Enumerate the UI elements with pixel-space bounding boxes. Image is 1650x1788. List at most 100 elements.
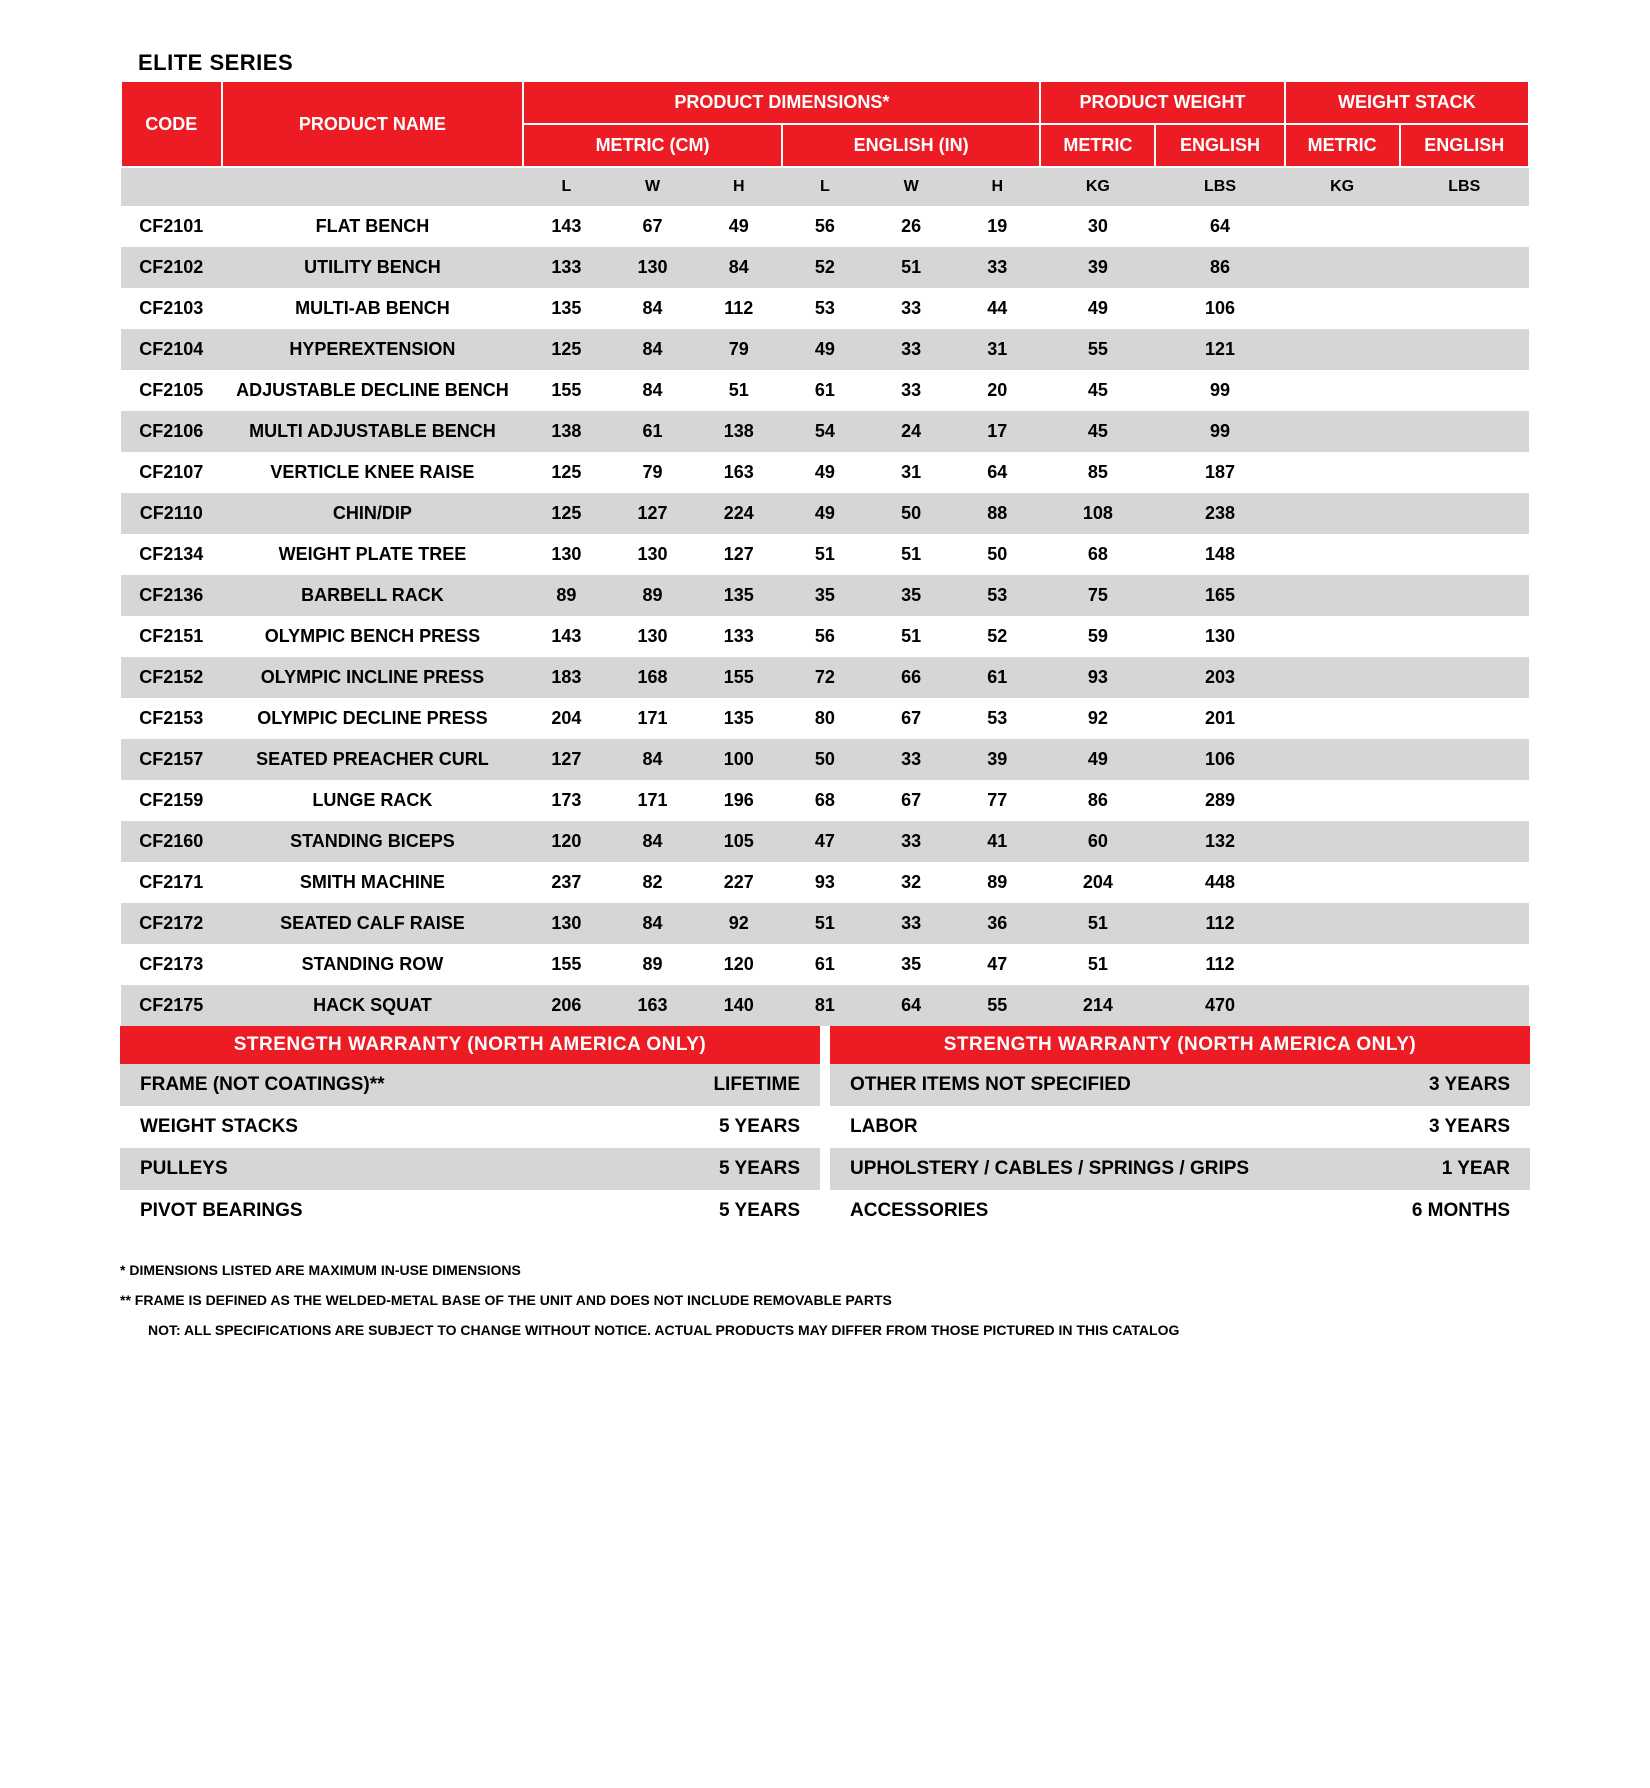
value-cell	[1285, 903, 1400, 944]
value-cell	[1285, 411, 1400, 452]
warranty-row: FRAME (NOT COATINGS)**LIFETIME	[120, 1064, 820, 1106]
value-cell	[1400, 288, 1529, 329]
value-cell	[1285, 944, 1400, 985]
header-weight: PRODUCT WEIGHT	[1040, 81, 1284, 124]
sub-lbs2: LBS	[1400, 167, 1529, 206]
name-cell: OLYMPIC INCLINE PRESS	[222, 657, 524, 698]
value-cell: 49	[1040, 288, 1155, 329]
header-stack-metric: METRIC	[1285, 124, 1400, 167]
value-cell: 163	[609, 985, 695, 1026]
value-cell: 121	[1155, 329, 1284, 370]
code-cell: CF2105	[121, 370, 222, 411]
series-title: ELITE SERIES	[138, 50, 1530, 76]
sub-h2: H	[954, 167, 1040, 206]
value-cell: 84	[609, 329, 695, 370]
table-row: CF2103MULTI-AB BENCH1358411253334449106	[121, 288, 1529, 329]
header-code: CODE	[121, 81, 222, 167]
header-dimensions: PRODUCT DIMENSIONS*	[523, 81, 1040, 124]
code-cell: CF2104	[121, 329, 222, 370]
value-cell	[1400, 985, 1529, 1026]
value-cell: 51	[696, 370, 782, 411]
sub-l2: L	[782, 167, 868, 206]
value-cell: 84	[609, 288, 695, 329]
value-cell: 33	[868, 903, 954, 944]
value-cell: 32	[868, 862, 954, 903]
warranty-left: STRENGTH WARRANTY (NORTH AMERICA ONLY) F…	[120, 1026, 820, 1232]
sub-h: H	[696, 167, 782, 206]
value-cell: 50	[868, 493, 954, 534]
table-row: CF2159LUNGE RACK17317119668677786289	[121, 780, 1529, 821]
value-cell: 85	[1040, 452, 1155, 493]
value-cell: 135	[523, 288, 609, 329]
warranty-value: 3 YEARS	[1429, 1116, 1510, 1138]
value-cell: 53	[954, 575, 1040, 616]
code-cell: CF2171	[121, 862, 222, 903]
value-cell: 26	[868, 206, 954, 247]
value-cell: 20	[954, 370, 1040, 411]
header-metric-kg: METRIC	[1040, 124, 1155, 167]
value-cell: 67	[868, 780, 954, 821]
value-cell	[1400, 944, 1529, 985]
value-cell: 59	[1040, 616, 1155, 657]
value-cell: 50	[954, 534, 1040, 575]
header-stack: WEIGHT STACK	[1285, 81, 1529, 124]
table-row: CF2151OLYMPIC BENCH PRESS143130133565152…	[121, 616, 1529, 657]
table-row: CF2134WEIGHT PLATE TREE13013012751515068…	[121, 534, 1529, 575]
value-cell: 165	[1155, 575, 1284, 616]
value-cell: 196	[696, 780, 782, 821]
value-cell: 55	[954, 985, 1040, 1026]
sub-blank	[121, 167, 222, 206]
value-cell: 79	[609, 452, 695, 493]
warranty-label: UPHOLSTERY / CABLES / SPRINGS / GRIPS	[850, 1158, 1249, 1180]
value-cell: 125	[523, 493, 609, 534]
name-cell: MULTI-AB BENCH	[222, 288, 524, 329]
value-cell: 155	[523, 944, 609, 985]
value-cell: 84	[609, 739, 695, 780]
value-cell: 89	[523, 575, 609, 616]
code-cell: CF2153	[121, 698, 222, 739]
sub-blank	[222, 167, 524, 206]
warranty-header-left: STRENGTH WARRANTY (NORTH AMERICA ONLY)	[120, 1026, 820, 1064]
value-cell	[1400, 739, 1529, 780]
table-row: CF2157SEATED PREACHER CURL12784100503339…	[121, 739, 1529, 780]
table-row: CF2172SEATED CALF RAISE13084925133365111…	[121, 903, 1529, 944]
value-cell	[1285, 329, 1400, 370]
code-cell: CF2160	[121, 821, 222, 862]
warranty-label: PULLEYS	[140, 1158, 228, 1180]
value-cell: 135	[696, 575, 782, 616]
value-cell: 112	[1155, 903, 1284, 944]
value-cell: 125	[523, 452, 609, 493]
value-cell: 19	[954, 206, 1040, 247]
value-cell: 171	[609, 780, 695, 821]
name-cell: VERTICLE KNEE RAISE	[222, 452, 524, 493]
value-cell: 67	[868, 698, 954, 739]
value-cell: 35	[782, 575, 868, 616]
value-cell: 39	[1040, 247, 1155, 288]
value-cell: 39	[954, 739, 1040, 780]
table-row: CF2175HACK SQUAT206163140816455214470	[121, 985, 1529, 1026]
value-cell: 75	[1040, 575, 1155, 616]
value-cell: 80	[782, 698, 868, 739]
value-cell: 92	[696, 903, 782, 944]
value-cell: 130	[1155, 616, 1284, 657]
value-cell	[1285, 657, 1400, 698]
warranty-value: 5 YEARS	[719, 1200, 800, 1222]
warranty-row: LABOR3 YEARS	[830, 1106, 1530, 1148]
value-cell	[1285, 534, 1400, 575]
value-cell: 289	[1155, 780, 1284, 821]
value-cell: 187	[1155, 452, 1284, 493]
value-cell: 470	[1155, 985, 1284, 1026]
value-cell	[1400, 452, 1529, 493]
value-cell	[1285, 247, 1400, 288]
value-cell: 168	[609, 657, 695, 698]
value-cell	[1400, 575, 1529, 616]
value-cell	[1285, 575, 1400, 616]
value-cell: 53	[782, 288, 868, 329]
value-cell: 30	[1040, 206, 1155, 247]
warranty-row: PULLEYS5 YEARS	[120, 1148, 820, 1190]
warranty-label: PIVOT BEARINGS	[140, 1200, 303, 1222]
value-cell: 64	[1155, 206, 1284, 247]
value-cell	[1285, 821, 1400, 862]
value-cell: 106	[1155, 739, 1284, 780]
warranty-label: ACCESSORIES	[850, 1200, 988, 1222]
